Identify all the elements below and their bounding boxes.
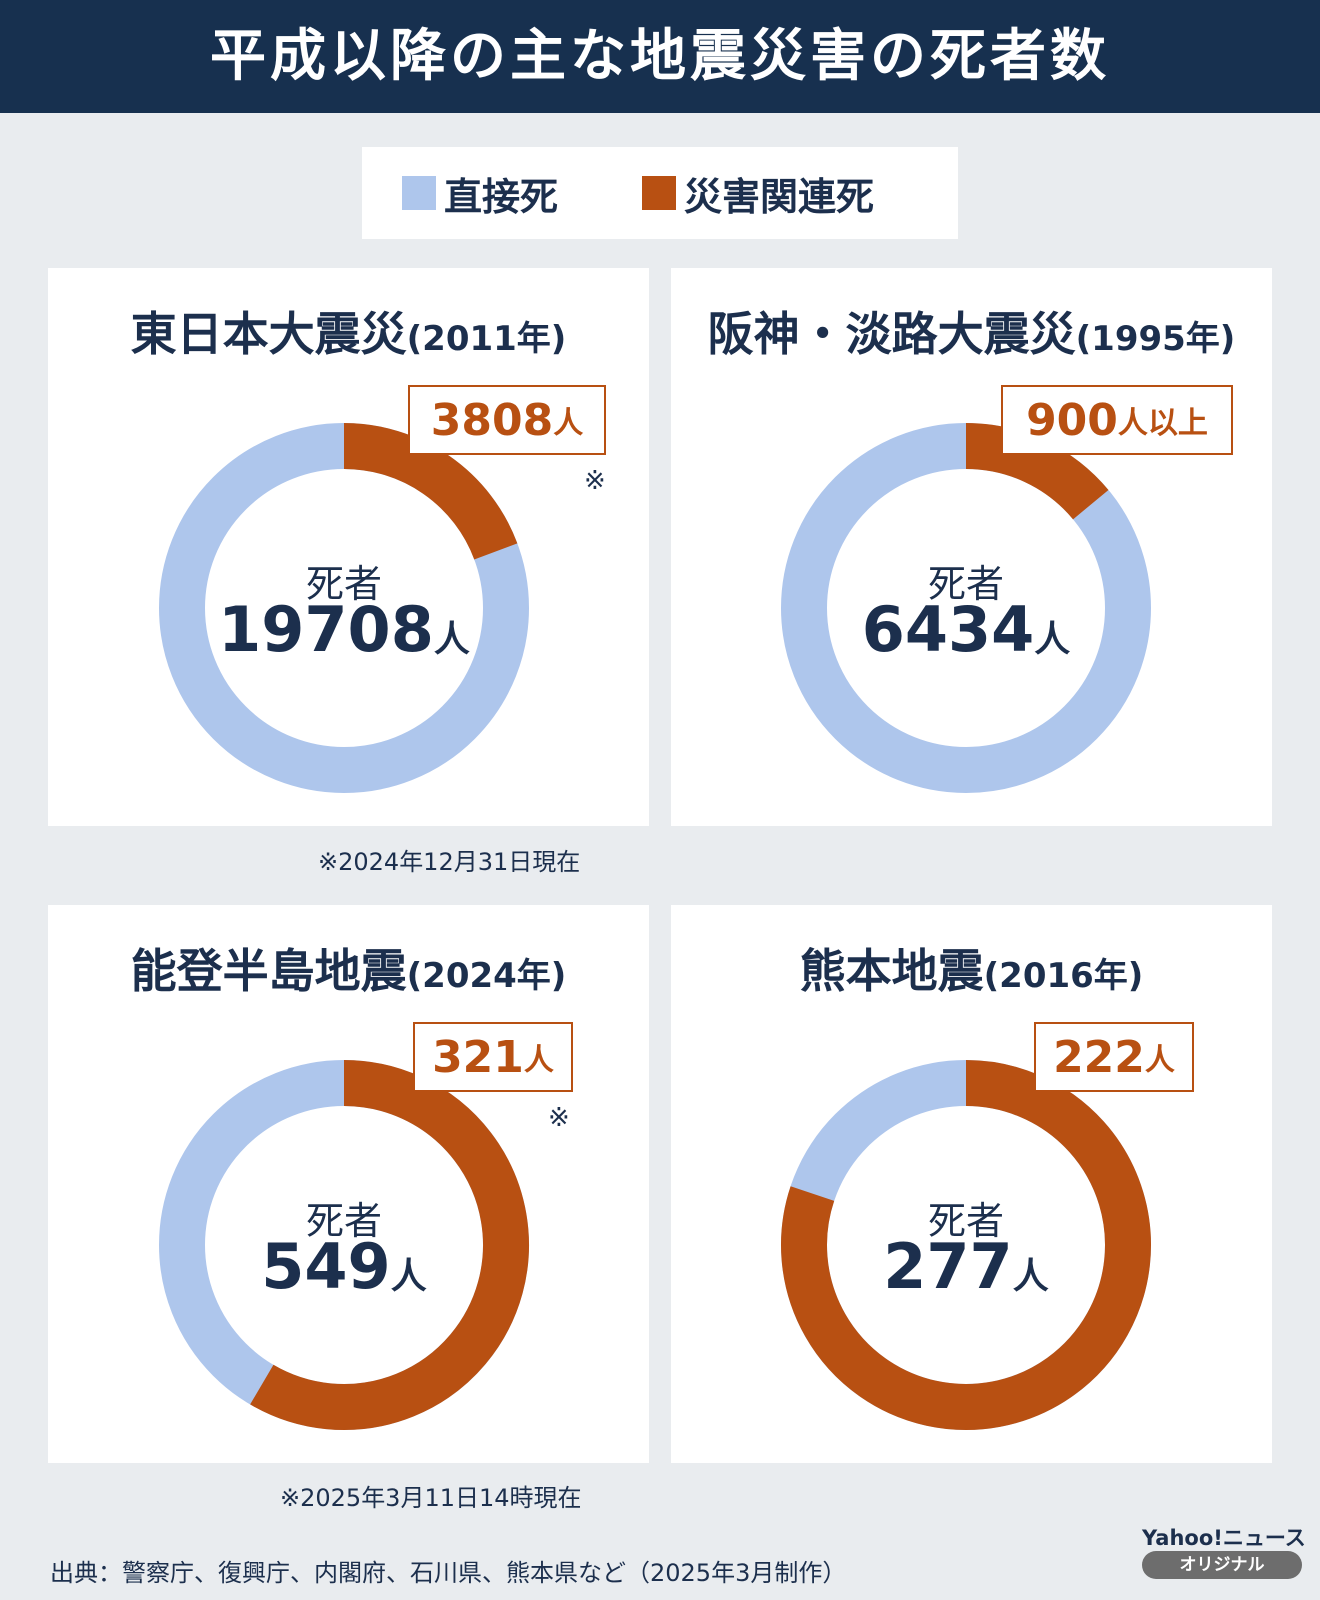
panel-title-name: 熊本地震	[799, 944, 984, 998]
legend-item-related: 災害関連死	[642, 147, 874, 239]
total-value: 549	[261, 1230, 391, 1303]
legend-swatch-related	[642, 176, 676, 210]
related-unit: 人	[553, 406, 584, 441]
panel-title-year: (1995年)	[1075, 319, 1236, 359]
center-label: 死者	[305, 562, 382, 606]
header-bar: 平成以降の主な地震災害の死者数	[0, 0, 1320, 113]
slice-related	[965, 423, 1109, 520]
total-unit: 人	[1034, 619, 1071, 660]
panel-title-year: (2024年)	[406, 956, 567, 996]
logo-badge: オリジナル	[1142, 1551, 1302, 1579]
center-value: 277人	[806, 1230, 1126, 1303]
donut-chart	[159, 1060, 529, 1430]
center-label: 死者	[305, 1199, 382, 1243]
related-value: 3808	[430, 394, 554, 446]
related-value: 222	[1053, 1031, 1145, 1083]
footnote-noto: ※2025年3月11日14時現在	[280, 1484, 582, 1512]
center-value: 19708人	[184, 593, 504, 666]
related-callout: 3808 人	[408, 385, 606, 455]
center-value: 6434人	[806, 593, 1126, 666]
panel-title: 東日本大震災(2011年)	[48, 298, 649, 364]
legend-item-direct: 直接死	[402, 147, 558, 239]
logo-wordmark: Yahoo!ニュース	[1142, 1526, 1306, 1550]
related-callout: 222 人	[1034, 1022, 1194, 1092]
donut-chart	[159, 423, 529, 793]
related-value: 321	[432, 1031, 524, 1083]
center-label: 死者	[927, 562, 1004, 606]
total-value: 19708	[218, 593, 434, 666]
source-text: 出典：警察庁、復興庁、内閣府、石川県、熊本県など（2025年3月制作）	[50, 1559, 847, 1587]
panel-title-name: 阪神・淡路大震災	[707, 307, 1076, 361]
legend-swatch-direct	[402, 176, 436, 210]
legend-label-direct: 直接死	[444, 174, 559, 219]
related-unit: 人以上	[1117, 406, 1208, 441]
slice-related	[781, 1060, 1151, 1430]
legend: 直接死 災害関連死	[362, 147, 958, 239]
slice-related	[343, 423, 518, 560]
legend-label-related: 災害関連死	[684, 174, 875, 219]
panel-higashinihon: 東日本大震災(2011年) 死者 19708人 3808 人 ※	[48, 268, 649, 826]
slice-related	[250, 1060, 529, 1430]
total-value: 277	[883, 1230, 1013, 1303]
note-mark: ※	[584, 466, 606, 496]
page-title: 平成以降の主な地震災害の死者数	[210, 24, 1110, 89]
center-value: 549人	[184, 1230, 504, 1303]
related-callout: 321 人	[413, 1022, 573, 1092]
total-unit: 人	[1012, 1256, 1049, 1297]
total-unit: 人	[433, 619, 470, 660]
related-unit: 人	[523, 1043, 554, 1078]
total-value: 6434	[861, 593, 1035, 666]
panel-title-name: 能登半島地震	[130, 944, 407, 998]
related-callout: 900 人以上	[1001, 385, 1233, 455]
related-value: 900	[1026, 394, 1118, 446]
center-label: 死者	[927, 1199, 1004, 1243]
total-unit: 人	[390, 1256, 427, 1297]
related-unit: 人	[1144, 1043, 1175, 1078]
note-mark: ※	[548, 1103, 570, 1133]
panel-noto: 能登半島地震(2024年) 死者 549人 321 人 ※	[48, 905, 649, 1463]
panel-title-year: (2011年)	[406, 319, 567, 359]
panel-title-name: 東日本大震災	[130, 307, 407, 361]
panel-kumamoto: 熊本地震(2016年) 死者 277人 222 人	[671, 905, 1272, 1463]
panel-title: 熊本地震(2016年)	[671, 935, 1272, 1001]
panel-title-year: (2016年)	[983, 956, 1144, 996]
donut-chart	[781, 1060, 1151, 1430]
panel-title: 能登半島地震(2024年)	[48, 935, 649, 1001]
panel-hanshin: 阪神・淡路大震災(1995年) 死者 6434人 900 人以上	[671, 268, 1272, 826]
footnote-higashinihon: ※2024年12月31日現在	[318, 848, 581, 876]
donut-chart	[781, 423, 1151, 793]
panel-title: 阪神・淡路大震災(1995年)	[671, 298, 1272, 364]
